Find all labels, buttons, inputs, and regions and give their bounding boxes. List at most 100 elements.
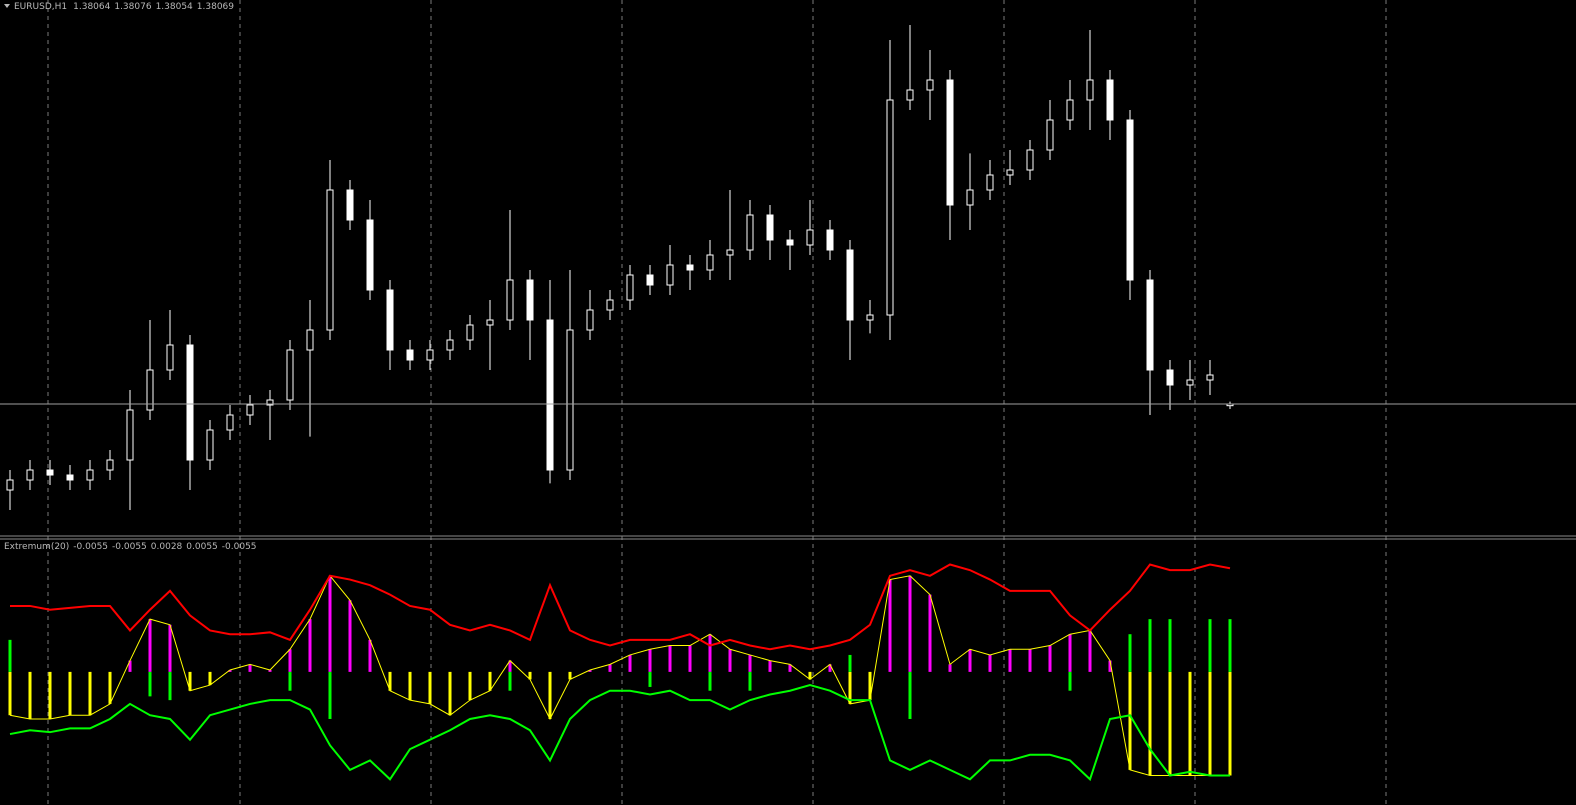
histogram-bar bbox=[648, 649, 652, 672]
histogram-bar bbox=[588, 670, 592, 672]
candle-body bbox=[6, 479, 14, 491]
histogram-bar bbox=[208, 671, 212, 686]
candle-body bbox=[886, 99, 894, 316]
histogram-bar bbox=[148, 619, 152, 672]
histogram-value: -0.0055 bbox=[112, 542, 147, 552]
indicator-line bbox=[9, 684, 1230, 782]
candle-body bbox=[1046, 119, 1054, 151]
symbol: EURUSD,H1 bbox=[14, 2, 67, 12]
histogram-bar bbox=[568, 671, 572, 680]
candle-body bbox=[1066, 99, 1074, 121]
histogram-bar bbox=[1068, 634, 1072, 672]
upper-value: 0.0055 bbox=[186, 542, 218, 552]
histogram-bar bbox=[188, 671, 192, 691]
candle-body bbox=[366, 219, 374, 291]
low-value: 1.38054 bbox=[156, 2, 193, 12]
histogram-bar bbox=[388, 671, 392, 691]
histogram-bar bbox=[1008, 649, 1012, 672]
candle-body bbox=[1026, 149, 1034, 171]
histogram-bar bbox=[48, 671, 52, 719]
indicator-panel bbox=[8, 563, 1232, 782]
histogram-bar bbox=[168, 624, 172, 672]
candle-body bbox=[726, 249, 734, 256]
candle-body bbox=[266, 399, 274, 406]
candle-body bbox=[486, 319, 494, 326]
candle-body bbox=[926, 79, 934, 91]
menu-arrow[interactable] bbox=[4, 4, 10, 8]
candle-body bbox=[1166, 369, 1174, 386]
candle-body bbox=[386, 289, 394, 351]
high-value: 1.38076 bbox=[114, 2, 151, 12]
candle-body bbox=[1086, 79, 1094, 101]
histogram-bar bbox=[968, 649, 972, 672]
histogram-bar bbox=[928, 594, 932, 672]
candle-body bbox=[66, 474, 74, 481]
price-header: EURUSD,H1 1.38064 1.38076 1.38054 1.38069 bbox=[14, 2, 234, 12]
candle-body bbox=[706, 254, 714, 271]
signal-bar bbox=[1068, 671, 1072, 691]
candle-body bbox=[766, 214, 774, 241]
histogram-bar bbox=[428, 671, 432, 704]
candle-body bbox=[406, 349, 414, 361]
candle-body bbox=[806, 229, 814, 246]
candle-body bbox=[326, 189, 334, 331]
open-value: 1.38064 bbox=[73, 2, 110, 12]
price-panel bbox=[0, 25, 1576, 510]
signal-value: 0.0028 bbox=[151, 542, 183, 552]
signal-bar bbox=[908, 671, 912, 719]
candle-body bbox=[86, 469, 94, 481]
signal-bar bbox=[148, 671, 152, 697]
histogram-bar bbox=[908, 575, 912, 672]
histogram-bar bbox=[108, 671, 112, 704]
candle-body bbox=[906, 89, 914, 101]
histogram-bar bbox=[328, 575, 332, 672]
histogram-bar bbox=[1148, 671, 1152, 776]
histogram-bar bbox=[668, 645, 672, 672]
candle-body bbox=[46, 469, 54, 476]
histogram-bar bbox=[488, 671, 492, 691]
histogram-bar bbox=[448, 671, 452, 716]
signal-bar bbox=[508, 671, 512, 691]
histogram-bar bbox=[948, 664, 952, 672]
histogram-bar bbox=[848, 671, 852, 704]
candle-body bbox=[526, 279, 534, 321]
candle-body bbox=[946, 79, 954, 206]
histogram-bar bbox=[248, 664, 252, 672]
close-value: 1.38069 bbox=[197, 2, 234, 12]
candle-body bbox=[586, 309, 594, 331]
vertical-grid bbox=[47, 0, 1387, 805]
histogram-bar bbox=[308, 619, 312, 672]
histogram-value: -0.0055 bbox=[73, 542, 108, 552]
histogram-bar bbox=[768, 660, 772, 672]
histogram-bar bbox=[548, 671, 552, 719]
histogram-bar bbox=[1108, 660, 1112, 672]
histogram-bar bbox=[888, 579, 892, 672]
histogram-bar bbox=[708, 634, 712, 672]
lower-value: -0.0055 bbox=[222, 542, 257, 552]
candle-body bbox=[666, 264, 674, 286]
histogram-bar bbox=[1088, 630, 1092, 672]
signal-bar bbox=[1148, 619, 1152, 672]
candle-body bbox=[546, 319, 554, 471]
histogram-bar bbox=[368, 639, 372, 672]
candle-body bbox=[846, 249, 854, 321]
histogram-bar bbox=[8, 671, 12, 716]
candle-body bbox=[226, 414, 234, 431]
candle-body bbox=[966, 189, 974, 206]
histogram-bar bbox=[688, 645, 692, 672]
candle-body bbox=[506, 279, 514, 321]
candle-body bbox=[126, 409, 134, 461]
candle-body bbox=[1186, 379, 1194, 386]
candle-body bbox=[146, 369, 154, 411]
histogram-bar bbox=[528, 671, 532, 680]
indicator-line bbox=[10, 563, 1231, 651]
histogram-bar bbox=[788, 664, 792, 672]
candle-body bbox=[1126, 119, 1134, 281]
histogram-outline bbox=[9, 574, 1230, 777]
histogram-bar bbox=[1228, 671, 1232, 776]
histogram-bar bbox=[408, 671, 412, 701]
histogram-bar bbox=[348, 600, 352, 672]
